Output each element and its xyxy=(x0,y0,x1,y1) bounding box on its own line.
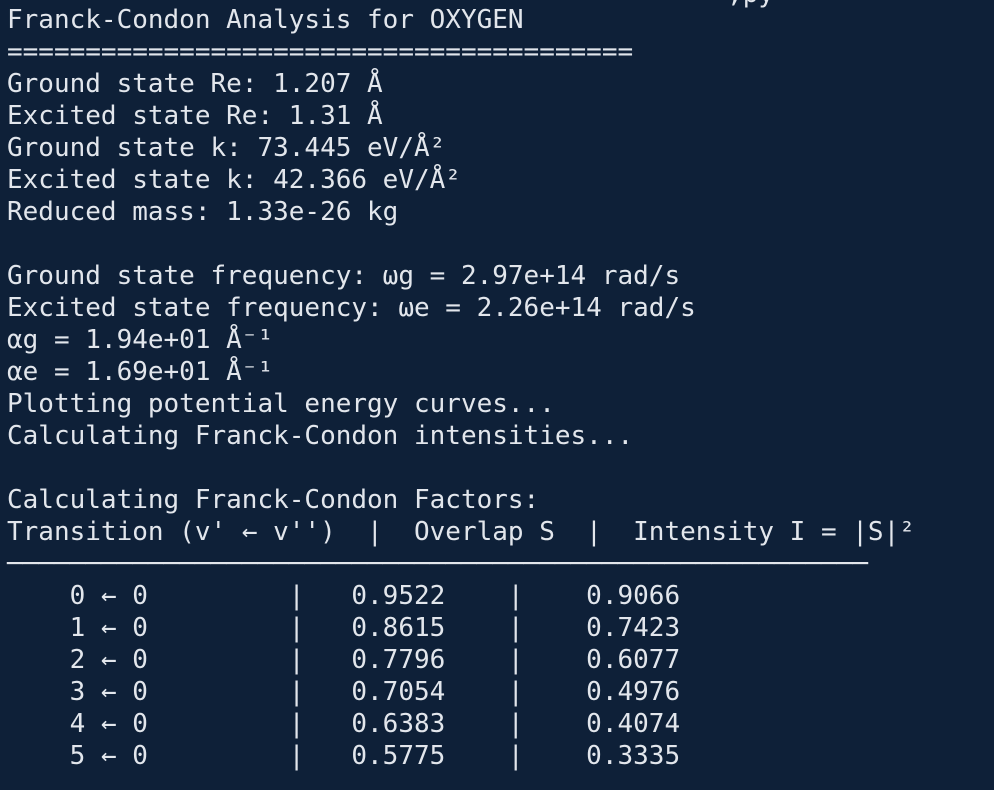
blank-line xyxy=(7,228,994,260)
table-rule: ────────────────────────────────────────… xyxy=(7,549,868,579)
param-line: Ground state k: 73.445 eV/Å² xyxy=(7,133,446,163)
freq-line: Excited state frequency: ωe = 2.26e+14 r… xyxy=(7,293,696,323)
table-header: Transition (v' ← v'') | Overlap S | Inte… xyxy=(7,517,915,547)
analysis-title: Franck-Condon Analysis for OXYGEN xyxy=(7,5,524,35)
table-row: 0 ← 0 | 0.9522 | 0.9066 xyxy=(7,581,681,611)
status-line: Plotting potential energy curves... xyxy=(7,389,555,419)
table-row: 2 ← 0 | 0.7796 | 0.6077 xyxy=(7,645,681,675)
table-row: 5 ← 0 | 0.5775 | 0.3335 xyxy=(7,741,681,771)
freq-line: αg = 1.94e+01 Å⁻¹ xyxy=(7,325,274,355)
fcf-heading: Calculating Franck-Condon Factors: xyxy=(7,485,540,515)
terminal-output: Franck-Condon Analysis for OXYGEN ======… xyxy=(7,4,994,772)
title-rule: ======================================== xyxy=(7,37,634,67)
blank-line xyxy=(7,452,994,484)
clipped-previous-line: ,py xyxy=(7,0,774,10)
param-line: Excited state Re: 1.31 Å xyxy=(7,101,383,131)
freq-line: Ground state frequency: ωg = 2.97e+14 ra… xyxy=(7,261,681,291)
status-line: Calculating Franck-Condon intensities... xyxy=(7,421,634,451)
param-line: Reduced mass: 1.33e-26 kg xyxy=(7,197,399,227)
table-row: 3 ← 0 | 0.7054 | 0.4976 xyxy=(7,677,681,707)
table-row: 1 ← 0 | 0.8615 | 0.7423 xyxy=(7,613,681,643)
param-line: Excited state k: 42.366 eV/Å² xyxy=(7,165,461,195)
freq-line: αe = 1.69e+01 Å⁻¹ xyxy=(7,357,274,387)
table-row: 4 ← 0 | 0.6383 | 0.4074 xyxy=(7,709,681,739)
param-line: Ground state Re: 1.207 Å xyxy=(7,69,383,99)
